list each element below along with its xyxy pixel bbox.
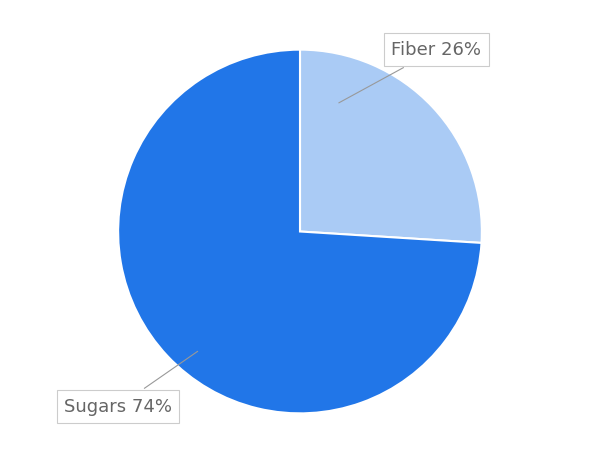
Text: Fiber 26%: Fiber 26% xyxy=(339,41,481,103)
Text: Sugars 74%: Sugars 74% xyxy=(64,351,197,416)
Wedge shape xyxy=(300,50,482,243)
Wedge shape xyxy=(118,50,482,413)
